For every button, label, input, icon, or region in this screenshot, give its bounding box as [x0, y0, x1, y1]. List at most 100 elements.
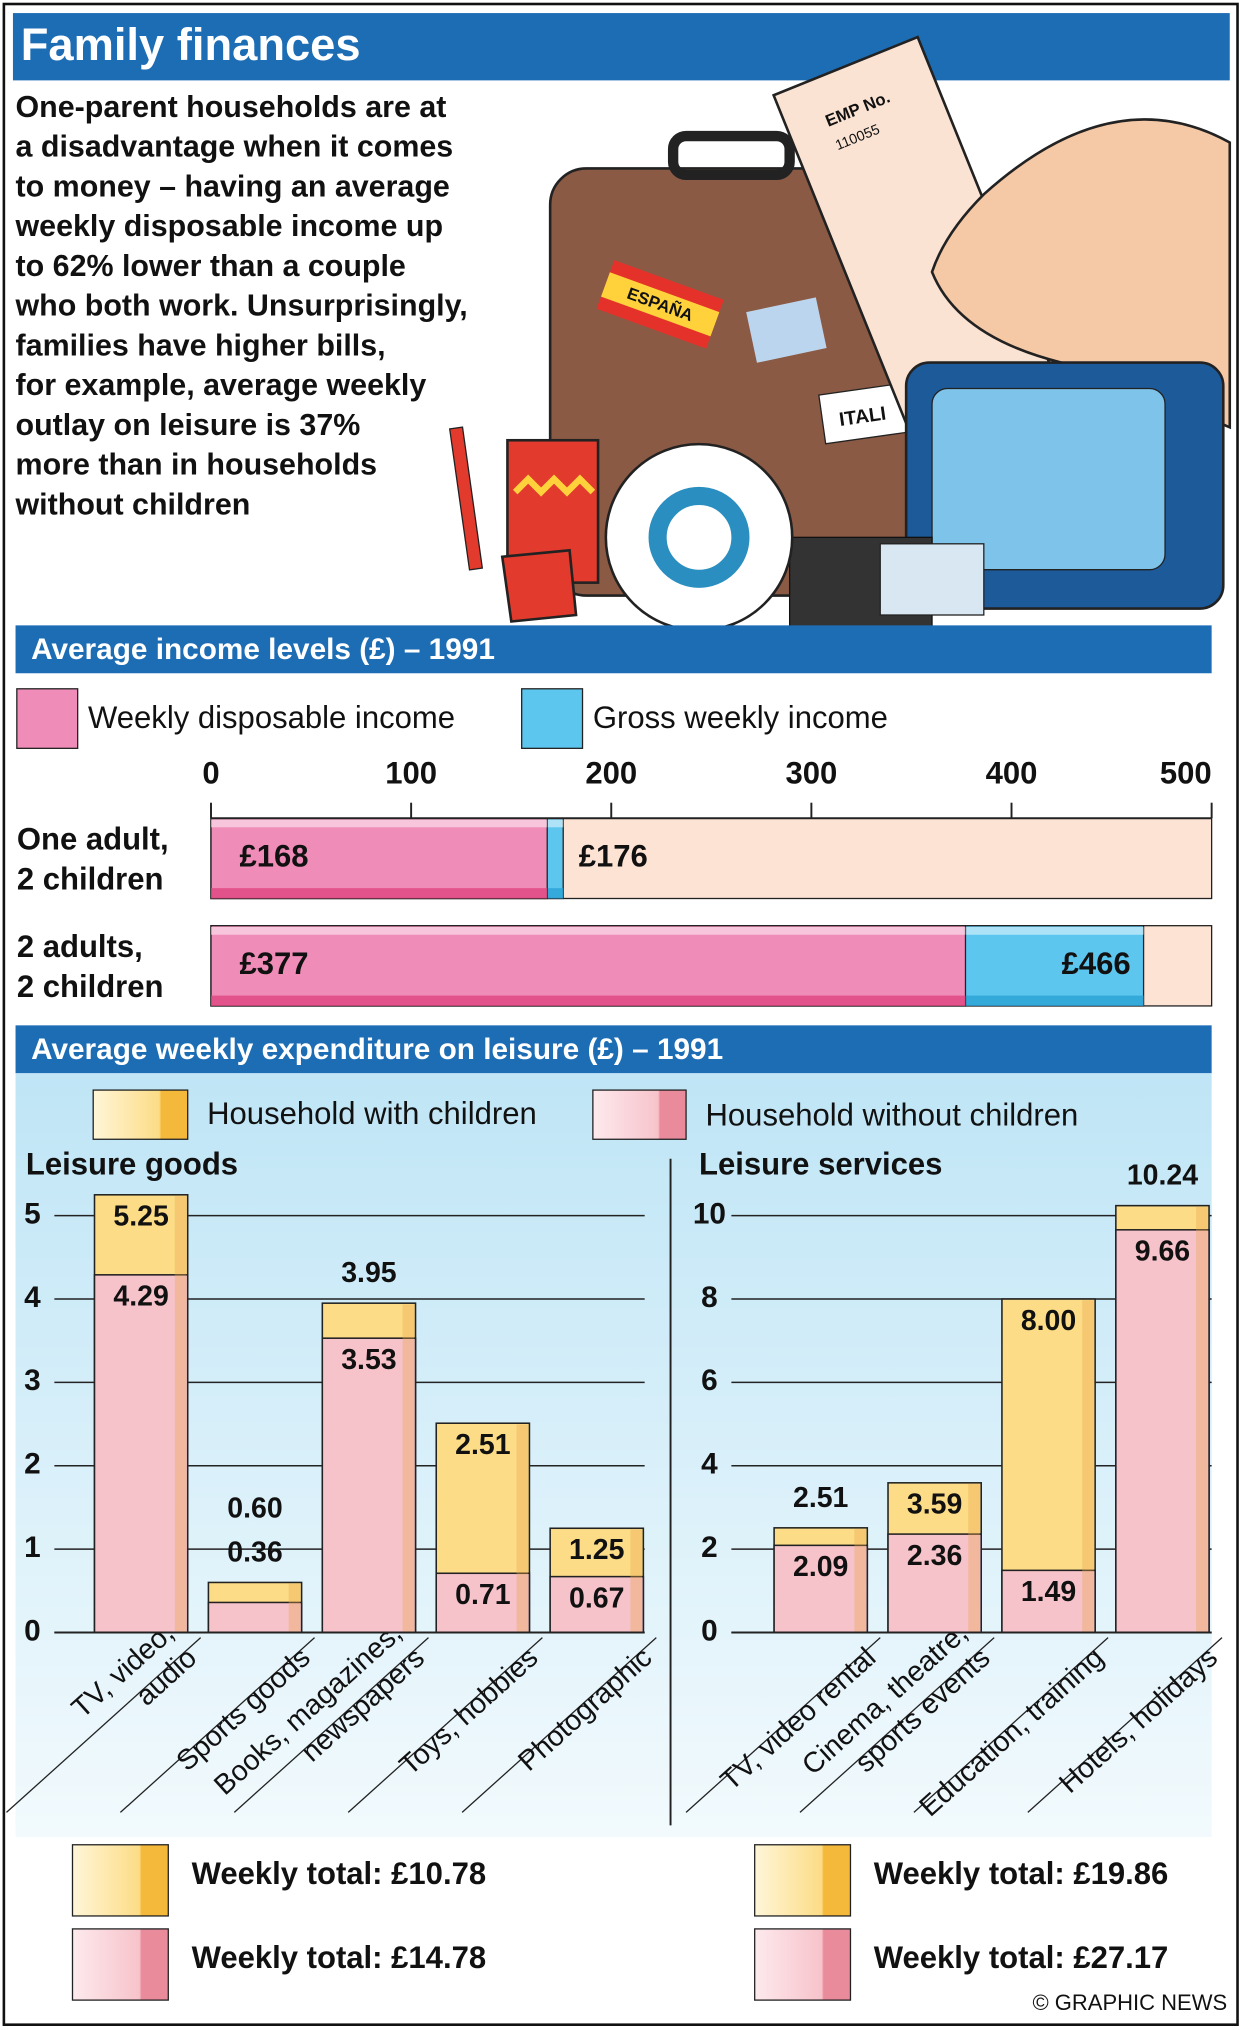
y-tick-label: 0: [24, 1614, 41, 1647]
y-tick-label: 3: [24, 1364, 41, 1397]
intro-line: to 62% lower than a couple: [16, 249, 406, 283]
label-divider: [233, 1637, 429, 1813]
y-tick-label: 0: [701, 1614, 718, 1647]
x-tick-label: 200: [585, 756, 637, 791]
label-divider: [347, 1637, 543, 1813]
x-tick-label: 400: [986, 756, 1038, 791]
label-divider: [685, 1637, 881, 1813]
header-bar: [12, 13, 1230, 81]
section-title: Average income levels (£) – 1991: [31, 633, 495, 666]
value-label: 2.09: [793, 1551, 848, 1583]
bar-shade: [516, 1424, 529, 1633]
legend-swatch: [92, 1089, 189, 1140]
label-divider: [6, 1637, 202, 1813]
bar: [1001, 1569, 1096, 1634]
bar: [93, 1274, 189, 1634]
y-tick-label: 4: [701, 1448, 718, 1481]
bar-highlight: [211, 819, 548, 828]
intro-line: who both work. Unsurprisingly,: [15, 289, 468, 323]
intro-line: One-parent households are at: [16, 90, 447, 124]
illustration: ESPAÑA ITALI EMP No. 110055: [448, 35, 1232, 632]
label-divider: [1027, 1637, 1223, 1813]
bar-shade: [211, 888, 548, 899]
bar-shade: [288, 1583, 301, 1633]
chart-title: Leisure goods: [26, 1147, 238, 1182]
legend-label: Gross weekly income: [593, 700, 888, 735]
credit: © GRAPHIC NEWS: [1032, 1990, 1227, 2015]
intro-line: outlay on leisure is 37%: [16, 408, 361, 442]
section-bar: [15, 1025, 1212, 1074]
bar: [207, 1601, 303, 1634]
bar: [773, 1544, 869, 1634]
chart-title: Leisure services: [699, 1147, 942, 1182]
value-label: 1.25: [569, 1534, 625, 1566]
legend-label: Household with children: [207, 1096, 537, 1131]
y-tick-label: 10: [693, 1198, 726, 1231]
legend-label: Household without children: [705, 1097, 1078, 1132]
value-label: 9.66: [1135, 1236, 1190, 1268]
y-tick-label: 8: [701, 1281, 718, 1314]
intro-line: weekly disposable income up: [15, 209, 444, 243]
intro-line: for example, average weekly: [16, 368, 427, 402]
weekly-total: Weekly total: £10.78: [192, 1856, 487, 1891]
value-label: £377: [239, 946, 308, 981]
bar-shade: [174, 1196, 187, 1633]
section-title: Average weekly expenditure on leisure (£…: [31, 1033, 723, 1066]
legend-swatch: [16, 688, 79, 749]
value-label: 5.25: [113, 1201, 169, 1233]
section-bar: [15, 625, 1212, 674]
x-tick-label: 0: [202, 756, 219, 791]
value-label: £168: [239, 839, 308, 874]
value-label: 1.49: [1021, 1576, 1076, 1608]
bar: [210, 925, 967, 1007]
bar: [549, 1575, 645, 1634]
intro-line: families have higher bills,: [16, 328, 386, 362]
x-tick-label: 500: [1160, 756, 1212, 791]
weekly-total: Weekly total: £27.17: [874, 1940, 1169, 1975]
y-tick-label: 2: [24, 1448, 41, 1481]
bar: [887, 1533, 982, 1634]
weekly-total: Weekly total: £19.86: [874, 1856, 1169, 1891]
bar-shade: [1196, 1206, 1208, 1633]
y-tick-label: 1: [24, 1531, 41, 1564]
label-divider: [799, 1637, 995, 1813]
value-label: 2.51: [793, 1482, 849, 1514]
value-label: 10.24: [1127, 1160, 1198, 1192]
value-label: £176: [579, 839, 648, 874]
value-label: 0.36: [227, 1536, 282, 1568]
x-tick-label: 100: [385, 756, 437, 791]
category-label: 2 adults, 2 children: [17, 929, 164, 1004]
bar: [210, 817, 548, 900]
value-label: 0.60: [227, 1492, 282, 1524]
bar: [321, 1337, 417, 1634]
value-label: 4.29: [113, 1281, 168, 1313]
bar-shade: [630, 1529, 643, 1633]
intro-line: to money – having an average: [16, 169, 450, 203]
intro-line: more than in households: [16, 448, 378, 482]
bar: [435, 1572, 531, 1634]
value-label: 8.00: [1021, 1305, 1076, 1337]
total-swatch: [754, 1928, 852, 2001]
value-label: 3.53: [341, 1344, 396, 1376]
y-tick-label: 2: [701, 1531, 718, 1564]
bar-shade: [1082, 1300, 1094, 1633]
y-tick-label: 5: [24, 1198, 41, 1231]
bar-shade: [968, 1484, 980, 1633]
label-divider: [461, 1637, 657, 1813]
bar-shade: [854, 1529, 867, 1633]
total-swatch: [71, 1844, 169, 1917]
value-label: £466: [1062, 946, 1131, 981]
bar-highlight: [211, 926, 966, 935]
label-divider: [913, 1637, 1109, 1813]
x-tick-label: 300: [785, 756, 837, 791]
y-tick-label: 4: [24, 1281, 41, 1314]
intro: One-parent households are at a disadvanta…: [15, 90, 468, 521]
value-label: 0.71: [455, 1579, 511, 1611]
page-title: Family finances: [21, 19, 361, 70]
value-label: 0.67: [569, 1582, 624, 1614]
intro-line: without children: [15, 487, 251, 521]
category-label: One adult, 2 children: [17, 822, 169, 897]
total-swatch: [71, 1928, 169, 2001]
